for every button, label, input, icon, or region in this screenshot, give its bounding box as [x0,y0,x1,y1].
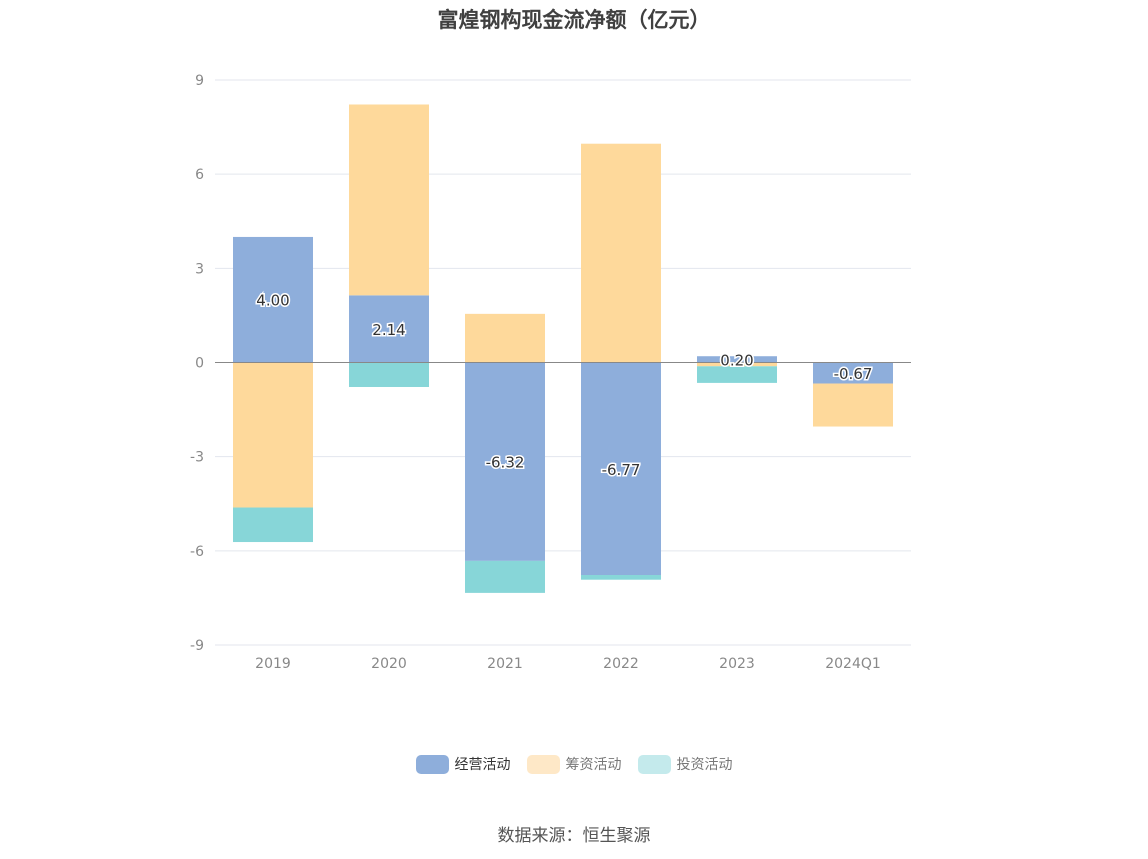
legend-item-3[interactable]: 投资活动 [637,754,733,774]
legend-label: 经营活动 [454,757,511,773]
data-label: 2.14 [372,321,405,339]
bar-2020-series-1 [349,295,429,363]
x-tick-label: 2021 [487,656,523,672]
legend-item-2[interactable]: 筹资活动 [526,754,622,774]
bar-2019-series-2 [233,362,313,508]
legend-swatch [637,754,671,774]
bar-2019-series-1 [233,236,313,363]
bar-2022-series-1 [581,362,661,576]
x-tick-label: 2024Q1 [825,656,881,672]
bar-2024Q1-series-1 [813,362,893,384]
legend-swatch [526,754,560,774]
y-tick-label: -6 [190,544,204,560]
bar-2023-series-1 [697,356,777,363]
legend: 经营活动 筹资活动 投资活动 [0,754,1148,774]
data-source: 数据来源：恒生聚源 [497,826,651,846]
data-label: -6.32 [486,454,525,472]
y-tick-label: 0 [195,356,204,372]
bar-2023-series-3 [697,366,777,383]
bar-2022-series-3 [581,575,661,580]
data-labels: 4.00 2.14 -6.32 -6.77 0.20 -0.67 [255,290,874,480]
axis-ticks: 9 6 3 0 -3 -6 -9 2019 2020 2021 2022 2023 2024Q1 [190,73,881,672]
grid-lines [215,79,911,646]
data-label: 4.00 [256,292,289,310]
legend-label: 投资活动 [676,757,733,773]
legend-swatch [415,754,449,774]
bar-2021-series-2 [465,313,545,363]
y-tick-label: 3 [195,261,204,277]
bar-2023-series-2 [697,362,777,367]
y-tick-label: 9 [195,73,204,89]
bar-2021-series-1 [465,362,545,561]
bar-2020-series-3 [349,362,429,387]
bar-2021-series-3 [465,560,545,593]
data-label: -6.77 [602,461,641,479]
bars [233,104,893,593]
x-tick-label: 2019 [255,656,291,672]
data-label: -0.67 [834,365,873,383]
bar-2020-series-2 [349,104,429,296]
y-tick-label: 6 [195,167,204,183]
data-label: 0.20 [720,351,753,369]
x-tick-label: 2020 [371,656,407,672]
x-tick-label: 2023 [719,656,755,672]
chart-title: 富煌钢构现金流净额（亿元） [437,8,711,32]
y-tick-label: -3 [190,450,204,466]
y-tick-label: -9 [190,638,204,654]
x-tick-label: 2022 [603,656,639,672]
bar-2019-series-3 [233,507,313,543]
legend-label: 筹资活动 [565,757,622,773]
bar-2024Q1-series-2 [813,383,893,427]
bar-2022-series-2 [581,143,661,363]
legend-item-1[interactable]: 经营活动 [415,754,511,774]
